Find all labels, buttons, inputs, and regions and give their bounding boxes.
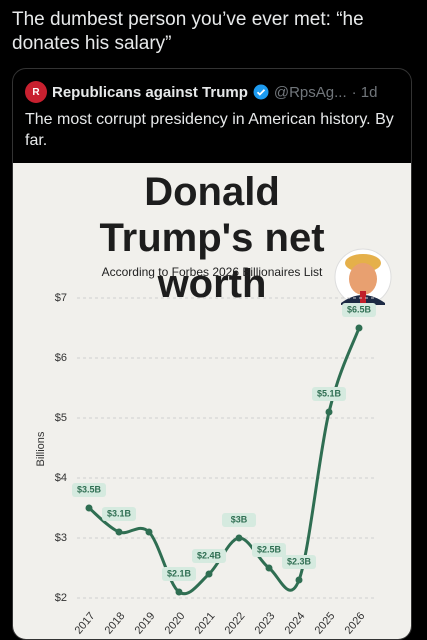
value-label-bg (192, 549, 226, 563)
timestamp: · 1d (351, 83, 378, 101)
post-text: The dumbest person you’ve ever met: “he … (12, 9, 364, 54)
x-tick-label: 2021 (193, 610, 218, 636)
value-label-bg (252, 543, 286, 557)
point (235, 534, 243, 542)
chart-subtitle: According to Forbes 2026 Billionaires Li… (101, 265, 323, 279)
y-tick-label: $3 (55, 532, 67, 544)
value-label: $2.4B (197, 550, 222, 560)
point (115, 528, 123, 536)
y-tick-label: $6 (55, 352, 67, 364)
y-axis-label: Billions (35, 431, 47, 466)
value-label: $6.5B (347, 304, 372, 314)
point (295, 576, 303, 584)
point (265, 564, 273, 572)
y-tick-label: $4 (55, 472, 67, 484)
value-label-bg (312, 387, 346, 401)
x-tick-label: 2020 (163, 610, 188, 636)
portrait (334, 248, 392, 306)
point (205, 570, 213, 578)
x-tick-label: 2022 (223, 610, 248, 636)
avatar: R (25, 81, 47, 103)
y-tick-label: $7 (55, 292, 67, 304)
verified-badge (253, 84, 269, 100)
value-label: $2.3B (287, 556, 312, 566)
value-label-bg (222, 513, 256, 527)
value-label: $3.1B (107, 508, 132, 518)
x-tick-label: 2017 (73, 610, 98, 636)
value-label: $2.1B (167, 568, 192, 578)
y-tick-label: $2 (55, 592, 67, 604)
quote-text: The most corrupt presidency in American … (25, 111, 394, 149)
value-label-bg (72, 483, 106, 497)
value-label: $5.1B (317, 388, 342, 398)
quote-header: R Republicans against Trump @RpsAg... · … (25, 81, 378, 103)
y-tick-label: $5 (55, 412, 67, 424)
x-tick-label: 2026 (343, 610, 368, 636)
handle: @RpsAg... (273, 83, 347, 101)
x-tick-label: 2018 (103, 610, 128, 636)
point (85, 504, 93, 512)
value-label: $3B (231, 514, 248, 524)
x-tick-label: 2025 (313, 610, 338, 636)
chart-image: Billions $2 $3 $4 $5 $6 $7 2017 2018 2019 2020 202… (13, 163, 411, 639)
value-label-bg (342, 303, 376, 317)
value-label: $3.5B (77, 484, 102, 494)
value-label-bg (162, 567, 196, 581)
value-label-bg (102, 507, 136, 521)
x-tick-label: 2024 (283, 610, 308, 636)
x-tick-label: 2023 (253, 610, 278, 636)
chart-title: Donald Trump's net worth (99, 170, 325, 306)
point (355, 324, 363, 332)
quoted-post[interactable]: R Republicans against Trump @RpsAg... · … (12, 68, 412, 640)
point (325, 408, 333, 416)
point (175, 588, 183, 596)
point (145, 528, 153, 536)
value-label: $2.5B (257, 544, 282, 554)
x-tick-label: 2019 (133, 610, 158, 636)
author-name[interactable]: Republicans against Trump (52, 83, 248, 101)
value-label-bg (282, 555, 316, 569)
